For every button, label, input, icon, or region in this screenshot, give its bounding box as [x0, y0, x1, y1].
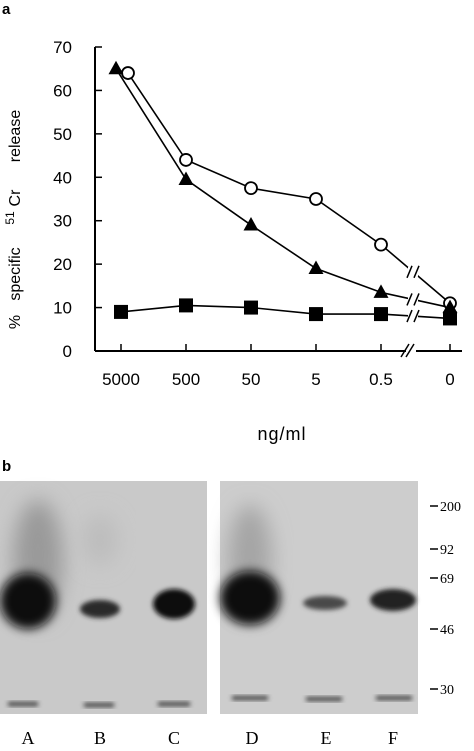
y-axis-title-part: %: [7, 315, 24, 329]
series-line: [127, 72, 451, 304]
y-tick-label: 10: [53, 299, 72, 318]
y-tick-label: 70: [53, 38, 72, 57]
molecular-weight-markers: 200 92 69 46 30: [430, 500, 461, 698]
data-point-open-circle: [121, 66, 135, 80]
data-point-filled-triangle: [308, 260, 324, 274]
data-point-filled-triangle: [178, 171, 194, 185]
band-lane-f: [370, 589, 416, 611]
data-point-filled-square: [443, 311, 457, 326]
lane-labels: A B C D E F: [22, 728, 399, 748]
mw-marker-46: 46: [440, 623, 454, 638]
y-axis-title: % specific 51 Cr release: [3, 110, 24, 329]
x-axis-title: ng/ml: [257, 424, 306, 444]
data-point-filled-triangle: [108, 60, 124, 75]
data-point-filled-triangle: [243, 217, 259, 231]
data-point-filled-square: [309, 307, 323, 322]
x-axis-break-mark: [400, 343, 415, 358]
y-ticks: 0 10 20 30 40 50 60 70: [53, 38, 102, 361]
band-lane-d: [220, 571, 280, 625]
blot-membrane-left: [0, 481, 207, 714]
series-line-breaks: [406, 265, 420, 323]
band-lane-c: [153, 589, 195, 619]
blot-membrane-right: [220, 481, 418, 714]
data-point-open-circle: [374, 237, 388, 252]
band-lane-a: [0, 573, 56, 629]
data-point-filled-square: [114, 304, 128, 319]
data-point-filled-square: [244, 300, 258, 315]
lane-label-a: A: [22, 728, 35, 748]
x-tick-label: 50: [242, 370, 261, 389]
y-tick-label: 40: [53, 168, 72, 187]
series-break-mark: [413, 309, 420, 323]
data-point-open-circle: [179, 153, 193, 167]
series-break-gap: [408, 311, 418, 322]
mw-marker-69: 69: [440, 572, 454, 587]
series-lines: [115, 68, 451, 320]
series-break-mark: [406, 293, 413, 306]
series-line: [120, 304, 451, 320]
x-tick-label: 0.5: [369, 370, 393, 389]
lane-label-b: B: [94, 728, 106, 748]
y-tick-label: 0: [63, 342, 72, 361]
western-blot-panel: b 200 92 69 46 30 A B C D: [0, 458, 461, 748]
series-break-gap: [408, 266, 418, 277]
lane-label-e: E: [321, 728, 332, 748]
x-tick-label: 5000: [102, 370, 140, 389]
series-break-gap: [408, 294, 418, 305]
y-axis-title-superscript: 51: [3, 211, 17, 225]
line-chart: a % specific 51 Cr release 0102030405060…: [2, 1, 462, 444]
data-point-filled-triangle: [442, 299, 458, 314]
series-break-mark: [406, 265, 413, 279]
panel-b-label: b: [2, 458, 11, 475]
x-ticks: 5000 500 50 5 0.5 0: [102, 344, 455, 389]
x-tick-label: 500: [172, 370, 200, 389]
data-point-open-circle: [244, 181, 258, 196]
x-tick-label: 5: [311, 370, 320, 389]
y-axis-title-part: release: [7, 110, 24, 163]
series-break-mark: [406, 309, 413, 323]
band-lane-e: [303, 596, 347, 610]
y-tick-label: 50: [53, 125, 72, 144]
lane-label-f: F: [388, 728, 398, 748]
data-point-filled-triangle: [373, 284, 389, 298]
lane-label-c: C: [168, 728, 180, 748]
band-lane-b: [80, 600, 120, 618]
lane-label-d: D: [246, 728, 259, 748]
series-break-mark: [413, 293, 420, 306]
mw-marker-92: 92: [440, 543, 454, 558]
y-tick-label: 30: [53, 212, 72, 231]
y-tick-label: 20: [53, 255, 72, 274]
mw-marker-200: 200: [440, 500, 461, 515]
data-point-filled-square: [374, 307, 388, 322]
panel-a-label: a: [2, 1, 11, 18]
data-point-filled-square: [179, 298, 193, 313]
y-axis-title-part: specific: [7, 247, 24, 300]
data-markers: [108, 60, 458, 326]
series-line: [115, 68, 451, 309]
mw-marker-30: 30: [440, 683, 454, 698]
y-axis-title-part: Cr: [7, 189, 24, 207]
data-point-open-circle: [309, 192, 323, 206]
x-tick-label: 0: [445, 370, 454, 389]
y-tick-label: 60: [53, 81, 72, 100]
series-break-mark: [413, 265, 420, 279]
